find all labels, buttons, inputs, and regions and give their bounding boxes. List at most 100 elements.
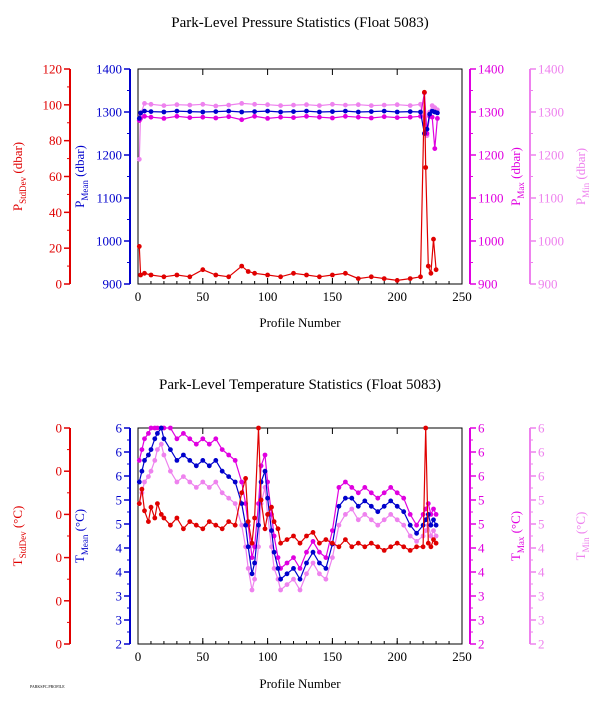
data-point-stddev [381, 548, 387, 553]
data-point-max [142, 436, 147, 442]
data-point-max [271, 533, 277, 539]
data-point-max [239, 117, 245, 123]
data-point-min [142, 479, 147, 485]
x-tick-label: 50 [196, 649, 209, 664]
x-tick-label: 100 [258, 649, 278, 664]
data-point-min [158, 441, 164, 447]
data-point-min [148, 101, 154, 107]
data-point-min [343, 512, 348, 517]
data-point-mean [362, 498, 368, 504]
data-point-max [432, 146, 438, 152]
x-tick-label: 150 [323, 289, 343, 304]
data-point-mean [187, 458, 193, 463]
x-tick-label: 50 [196, 289, 209, 304]
data-point-stddev [265, 512, 270, 517]
series-mean [136, 108, 440, 136]
y-tick-label-min: 6 [538, 469, 545, 484]
data-point-max [297, 566, 303, 571]
series-line-min [138, 442, 437, 592]
data-point-max [252, 113, 257, 119]
data-point-max [425, 501, 431, 506]
data-point-min [278, 103, 283, 108]
data-point-mean [146, 452, 151, 458]
data-point-stddev [168, 522, 173, 528]
data-point-stddev [181, 526, 186, 532]
data-point-stddev [428, 544, 434, 550]
data-point-mean [252, 560, 257, 566]
data-point-min [193, 485, 199, 490]
x-tick-label: 100 [258, 289, 278, 304]
data-point-max [148, 425, 154, 431]
data-point-max [265, 116, 270, 121]
data-point-stddev [304, 533, 309, 539]
y-tick-label-max: 6 [478, 469, 485, 484]
y-tick-label-max: 1300 [478, 105, 504, 120]
data-point-mean [388, 498, 394, 504]
data-point-max [155, 425, 160, 431]
data-point-min [232, 501, 238, 506]
data-point-mean [148, 447, 154, 452]
data-point-min [317, 103, 322, 108]
x-tick-label: 200 [387, 649, 407, 664]
data-point-mean [355, 503, 361, 509]
y-tick-label-stddev: 0 [56, 550, 63, 565]
data-point-mean [226, 108, 232, 114]
data-point-stddev [401, 544, 407, 550]
data-point-stddev [148, 272, 154, 278]
y-tick-label-min: 1100 [538, 191, 564, 206]
data-point-mean [343, 108, 348, 114]
data-point-mean [239, 109, 245, 115]
data-point-stddev [187, 519, 193, 524]
data-point-max [368, 490, 374, 496]
x-tick-label: 200 [387, 289, 407, 304]
chart-panel-1: Park-Level Pressure Statistics (Float 50… [10, 15, 591, 330]
data-point-mean [213, 458, 219, 463]
data-point-mean [435, 110, 440, 116]
data-point-mean [431, 517, 436, 523]
data-point-stddev [355, 540, 361, 546]
data-point-min [362, 512, 368, 517]
data-point-min [219, 490, 225, 496]
data-point-mean [265, 495, 270, 501]
x-axis-label: Profile Number [259, 315, 341, 330]
data-point-mean [139, 468, 145, 474]
data-point-stddev [136, 501, 142, 506]
data-point-stddev [420, 544, 426, 550]
data-point-max [262, 452, 268, 458]
data-point-min [142, 101, 147, 106]
data-point-max [433, 512, 439, 517]
y-tick-label-stddev: 0 [56, 507, 63, 522]
data-point-stddev [323, 537, 329, 542]
data-point-stddev [152, 515, 158, 521]
data-point-min [297, 587, 303, 593]
data-point-mean [381, 108, 387, 114]
data-point-min [310, 560, 316, 566]
y-tick-label-min: 5 [538, 517, 545, 532]
chart-title: Park-Level Pressure Statistics (Float 50… [171, 15, 428, 31]
data-point-min [407, 103, 413, 108]
y-tick-label-min: 900 [538, 277, 558, 292]
x-tick-label: 150 [323, 649, 343, 664]
data-point-max [330, 115, 335, 121]
y-tick-label-mean: 4 [116, 565, 123, 580]
y-tick-label-mean: 6 [116, 421, 123, 436]
data-point-stddev [243, 476, 249, 481]
data-point-stddev [138, 272, 144, 278]
data-point-min [368, 517, 374, 523]
data-point-stddev [256, 425, 261, 431]
y-tick-label-mean: 1400 [96, 62, 122, 77]
data-point-mean [433, 522, 439, 528]
data-point-mean [232, 479, 238, 485]
y-tick-label-max: 1400 [478, 62, 504, 77]
data-point-min [174, 102, 180, 108]
data-point-min [284, 582, 290, 587]
data-point-stddev [336, 544, 342, 550]
data-point-mean [407, 522, 413, 528]
y-tick-label-min: 5 [538, 493, 545, 508]
data-point-min [239, 101, 245, 106]
data-point-mean [368, 109, 374, 114]
data-point-max [394, 115, 400, 120]
data-point-max [330, 528, 335, 533]
data-point-stddev [407, 276, 413, 281]
data-point-min [226, 495, 232, 501]
